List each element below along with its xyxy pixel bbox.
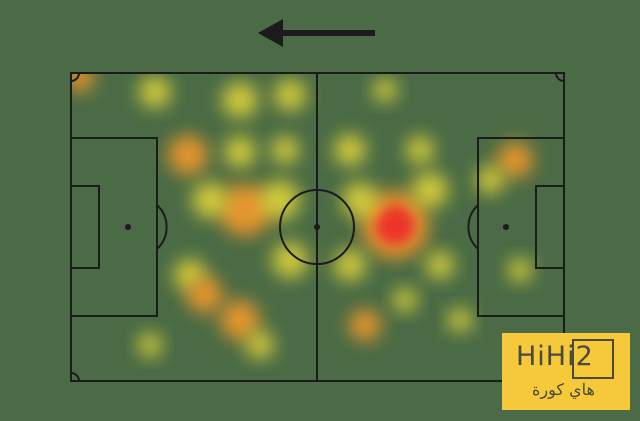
heat-blob — [219, 184, 271, 236]
heat-blob — [342, 182, 378, 218]
heat-blob — [426, 251, 454, 279]
heat-blob — [497, 142, 533, 178]
heat-blob — [412, 172, 448, 208]
heat-blob — [476, 166, 504, 194]
watermark-logo: HiHi2 هاي كورة — [502, 333, 630, 410]
heat-blob — [274, 79, 306, 111]
heat-blob — [349, 309, 381, 341]
heat-blob — [448, 308, 472, 332]
heat-blob — [393, 288, 417, 312]
heat-blob — [222, 82, 258, 118]
heat-layer — [71, 73, 533, 359]
heat-blob — [334, 249, 366, 281]
heat-blob — [260, 180, 300, 220]
pitch-spots — [125, 224, 509, 230]
arrow-left-icon — [258, 19, 375, 47]
heat-blob — [271, 136, 299, 164]
heat-blob — [373, 78, 397, 102]
heat-blob — [375, 205, 415, 245]
heat-blob — [139, 76, 171, 108]
logo-arabic: هاي كورة — [532, 380, 595, 399]
heat-blob — [168, 135, 208, 175]
heat-blob — [406, 136, 434, 164]
heat-blob — [192, 182, 228, 218]
heat-blob — [138, 333, 162, 357]
logo-frame — [572, 339, 614, 379]
heat-blob — [220, 300, 260, 340]
heat-blob — [224, 136, 256, 168]
heat-blob — [187, 277, 223, 313]
heat-blob — [508, 258, 532, 282]
logo-brand: HiHi2 — [516, 341, 594, 372]
heat-blob — [246, 331, 274, 359]
heat-blob — [272, 242, 308, 278]
heat-blob — [334, 134, 366, 166]
